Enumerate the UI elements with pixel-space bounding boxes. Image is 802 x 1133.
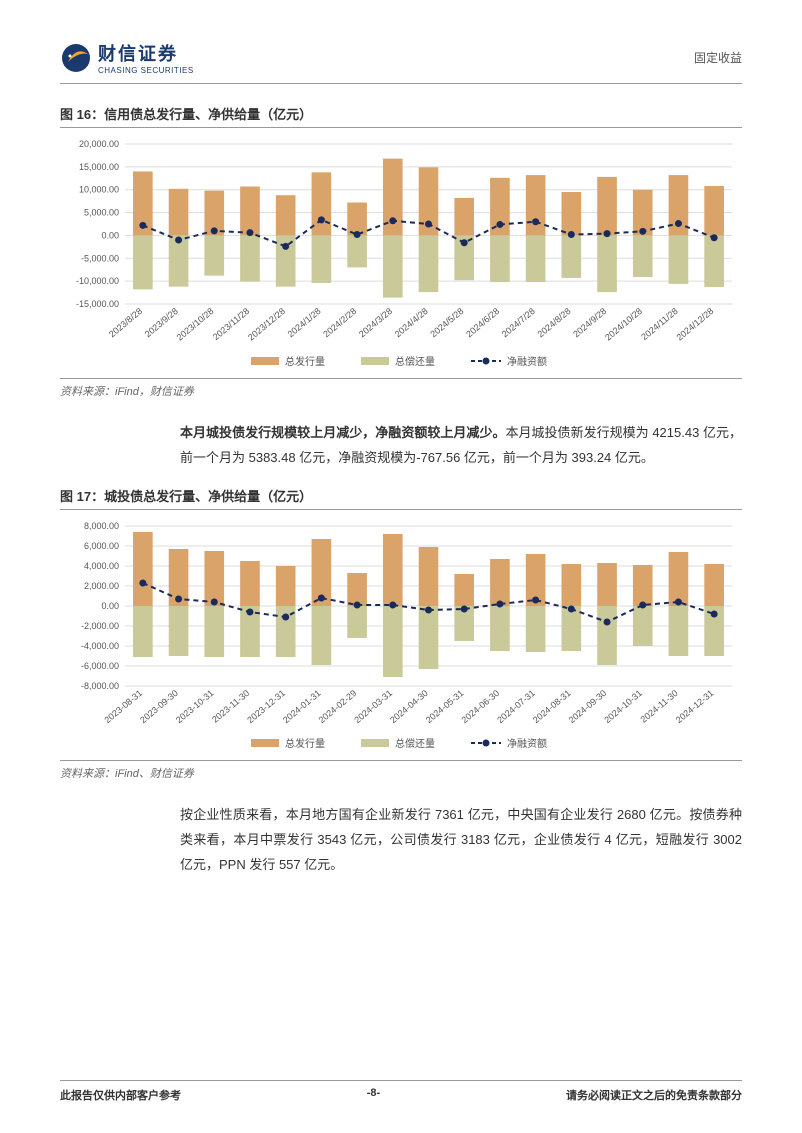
svg-text:-15,000.00: -15,000.00: [76, 299, 119, 309]
svg-text:2024/8/28: 2024/8/28: [536, 306, 573, 339]
svg-text:-8,000.00: -8,000.00: [81, 681, 119, 691]
logo-block: 财信证券 CHASING SECURITIES: [60, 40, 194, 75]
footer-center: -8-: [367, 1087, 380, 1103]
svg-text:2023/10/28: 2023/10/28: [175, 306, 216, 343]
page-footer: 此报告仅供内部客户参考 -8- 请务必阅读正文之后的免责条款部分: [60, 1080, 742, 1103]
svg-text:0.00: 0.00: [101, 601, 119, 611]
svg-text:2024-04-30: 2024-04-30: [388, 688, 430, 725]
svg-text:2024-07-31: 2024-07-31: [495, 688, 537, 725]
svg-text:-4,000.00: -4,000.00: [81, 641, 119, 651]
figure16-chart: -15,000.00 -10,000.00 -5,000.00 0.00 5,000.0…: [60, 134, 742, 374]
svg-text:6,000.00: 6,000.00: [84, 541, 119, 551]
svg-text:2024-02-29: 2024-02-29: [317, 688, 359, 725]
svg-text:净融资额: 净融资额: [507, 737, 547, 750]
figure17-title: 图 17：城投债总发行量、净供给量（亿元）: [60, 486, 742, 510]
footer-left: 此报告仅供内部客户参考: [60, 1087, 181, 1103]
company-logo-icon: [60, 42, 92, 74]
svg-text:2023-12-31: 2023-12-31: [245, 688, 287, 725]
figure16-svg: -15,000.00 -10,000.00 -5,000.00 0.00 5,000.0…: [60, 134, 742, 374]
svg-text:8,000.00: 8,000.00: [84, 521, 119, 531]
footer-right: 请务必阅读正文之后的免责条款部分: [566, 1087, 742, 1103]
svg-text:2024/1/28: 2024/1/28: [286, 306, 323, 339]
svg-text:总偿还量: 总偿还量: [395, 737, 435, 750]
svg-text:5,000.00: 5,000.00: [84, 208, 119, 218]
svg-text:2024/10/28: 2024/10/28: [603, 306, 644, 343]
svg-text:2024/6/28: 2024/6/28: [464, 306, 501, 339]
svg-text:10,000.00: 10,000.00: [79, 185, 119, 195]
figure17-source: 资料来源：iFind、财信证券: [60, 760, 742, 781]
logo-text-en: CHASING SECURITIES: [98, 66, 194, 75]
svg-text:2024-12-31: 2024-12-31: [674, 688, 716, 725]
svg-text:-2,000.00: -2,000.00: [81, 621, 119, 631]
svg-text:2024-09-30: 2024-09-30: [567, 688, 609, 725]
svg-text:2023-09-30: 2023-09-30: [138, 688, 180, 725]
svg-text:2023-08-31: 2023-08-31: [102, 688, 144, 725]
figure17-svg: -8,000.00 -6,000.00 -4,000.00 -2,000.00 0.00…: [60, 516, 742, 756]
svg-text:2024-05-31: 2024-05-31: [424, 688, 466, 725]
svg-text:2023/8/28: 2023/8/28: [107, 306, 144, 339]
svg-text:2024/12/28: 2024/12/28: [674, 306, 715, 343]
figure16-title: 图 16：信用债总发行量、净供给量（亿元）: [60, 104, 742, 128]
svg-text:2023-11-30: 2023-11-30: [210, 688, 251, 725]
svg-text:-6,000.00: -6,000.00: [81, 661, 119, 671]
svg-text:总偿还量: 总偿还量: [395, 355, 435, 368]
figure17-chart: -8,000.00 -6,000.00 -4,000.00 -2,000.00 0.00…: [60, 516, 742, 756]
svg-text:0.00: 0.00: [101, 230, 119, 240]
svg-text:总发行量: 总发行量: [285, 355, 325, 368]
paragraph-1: 本月城投债发行规模较上月减少，净融资额较上月减少。本月城投债新发行规模为 421…: [60, 421, 742, 470]
svg-text:2024/4/28: 2024/4/28: [393, 306, 430, 339]
svg-text:2023/11/28: 2023/11/28: [211, 306, 251, 342]
svg-text:-10,000.00: -10,000.00: [76, 276, 119, 286]
svg-text:总发行量: 总发行量: [285, 737, 325, 750]
svg-text:2024-06-30: 2024-06-30: [459, 688, 501, 725]
svg-text:20,000.00: 20,000.00: [79, 139, 119, 149]
svg-text:2024/2/28: 2024/2/28: [321, 306, 358, 339]
svg-text:4,000.00: 4,000.00: [84, 561, 119, 571]
svg-text:2024-01-31: 2024-01-31: [281, 688, 323, 725]
svg-text:2023/12/28: 2023/12/28: [246, 306, 287, 343]
svg-text:2024-03-31: 2024-03-31: [352, 688, 394, 725]
svg-text:15,000.00: 15,000.00: [79, 162, 119, 172]
svg-text:2,000.00: 2,000.00: [84, 581, 119, 591]
svg-text:2023-10-31: 2023-10-31: [174, 688, 216, 725]
svg-text:2024-10-31: 2024-10-31: [602, 688, 644, 725]
svg-text:净融资额: 净融资额: [507, 355, 547, 368]
svg-text:2024-11-30: 2024-11-30: [639, 688, 680, 725]
paragraph-2: 按企业性质来看，本月地方国有企业新发行 7361 亿元，中央国有企业发行 268…: [60, 803, 742, 877]
svg-text:2024/7/28: 2024/7/28: [500, 306, 537, 339]
svg-text:-5,000.00: -5,000.00: [81, 253, 119, 263]
svg-text:2024/11/28: 2024/11/28: [639, 306, 679, 342]
svg-text:2024/3/28: 2024/3/28: [357, 306, 394, 339]
svg-text:2024/5/28: 2024/5/28: [428, 306, 465, 339]
logo-text-cn: 财信证券: [98, 40, 194, 66]
header-category: 固定收益: [694, 49, 742, 66]
paragraph-1-bold: 本月城投债发行规模较上月减少，净融资额较上月减少。: [180, 425, 505, 440]
figure16-source: 资料来源：iFind，财信证券: [60, 378, 742, 399]
svg-text:2024-08-31: 2024-08-31: [531, 688, 573, 725]
page-header: 财信证券 CHASING SECURITIES 固定收益: [60, 40, 742, 84]
